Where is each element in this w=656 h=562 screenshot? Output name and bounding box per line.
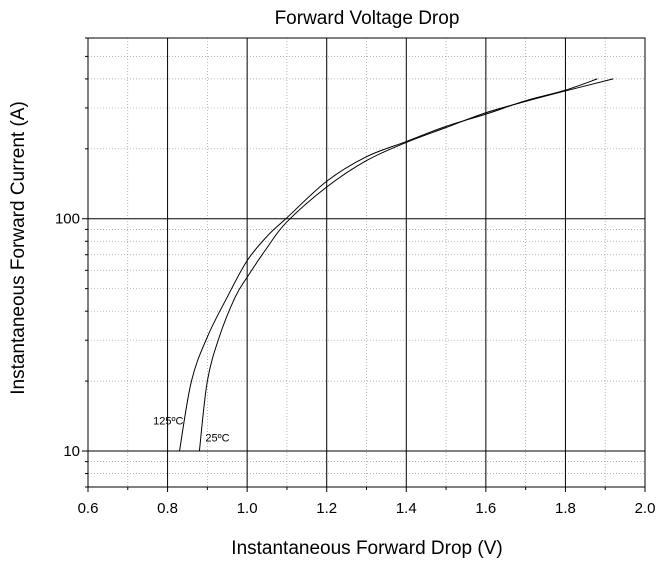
y-axis-label: Instantaneous Forward Current (A) (8, 101, 29, 395)
x-tick-label: 1.8 (555, 500, 576, 517)
series-annotation: 25ºC (205, 432, 229, 444)
series-line-25c (198, 78, 614, 452)
annotations: 125ºC 25ºC (153, 416, 229, 445)
x-tick-label: 0.8 (157, 500, 178, 517)
tick-labels: 0.6 0.8 1.0 1.2 1.4 1.6 1.8 2.0 10 100 (55, 211, 655, 517)
x-tick-label: 1.4 (396, 500, 417, 517)
x-tick-label: 1.6 (475, 500, 496, 517)
axis-ticks (82, 37, 646, 492)
y-tick-label: 10 (63, 443, 80, 460)
x-tick-label: 0.6 (78, 500, 99, 517)
x-axis-label: Instantaneous Forward Drop (V) (231, 538, 502, 559)
x-tick-label: 1.2 (316, 500, 337, 517)
y-tick-label: 100 (55, 211, 80, 228)
series-layer (179, 78, 614, 452)
series-line-125c (179, 78, 598, 452)
series-annotation: 125ºC (153, 416, 183, 428)
chart-title: Forward Voltage Drop (275, 8, 460, 29)
x-tick-label: 1.0 (237, 500, 258, 517)
x-tick-label: 2.0 (635, 500, 656, 517)
